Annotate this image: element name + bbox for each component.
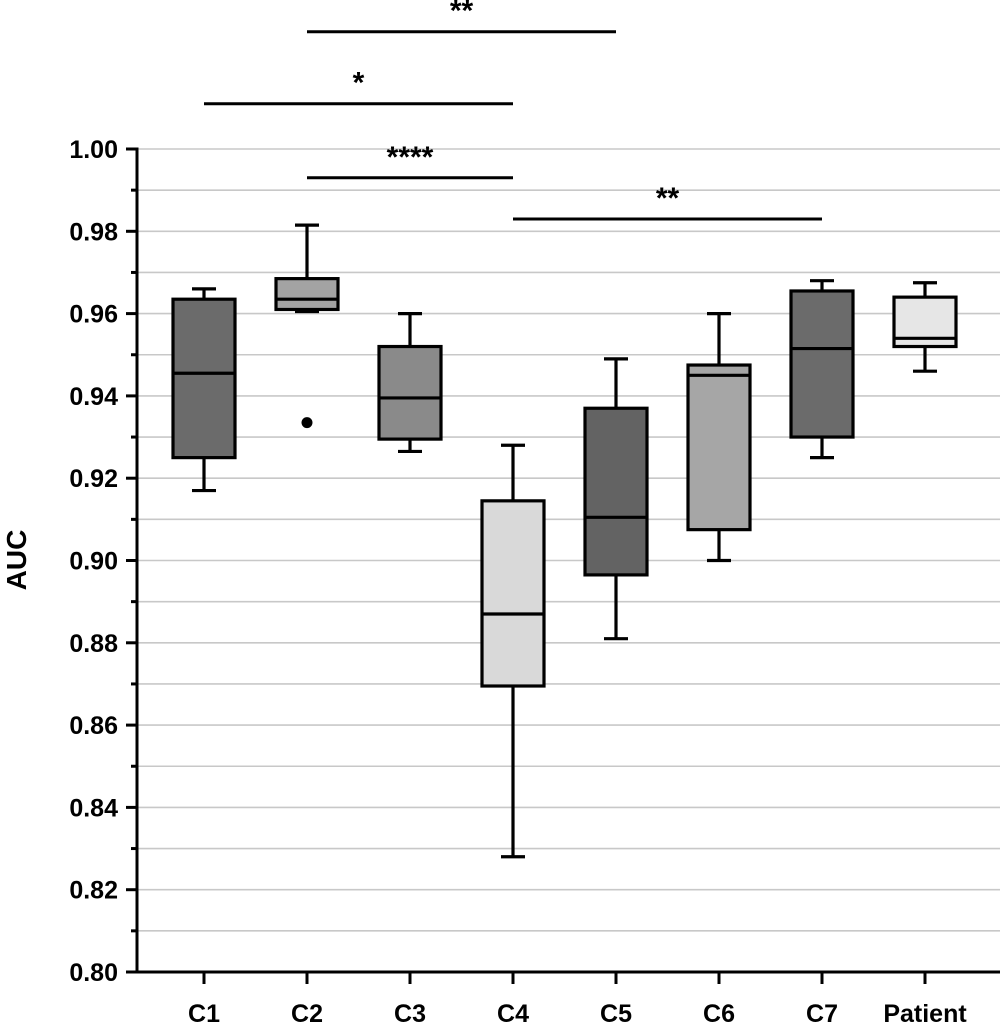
significance-bracket: **** [307,141,513,180]
significance-bracket: ** [513,182,822,221]
iqr-box [480,499,546,688]
x-tick-label: C1 [188,1000,220,1028]
x-axis-ticks: C1 C2 C3 C4 C5 C6 C7 Patient [188,972,967,1028]
y-tick-label: 0.82 [69,877,118,905]
y-tick-label: 1.00 [69,136,118,164]
y-axis-ticks: 0.80 0.82 0.84 0.86 0.88 0.90 0.92 0.94 0.96 0.98… [69,136,137,987]
box-c3 [377,312,443,454]
y-axis-label: AUC [1,530,32,591]
significance-label: ** [656,182,680,215]
iqr-box [686,363,752,532]
x-tick-label: C2 [291,1000,323,1028]
x-tick-label: C6 [703,1000,735,1028]
significance-label: ** [450,0,474,28]
box-c2 [274,223,340,429]
iqr-box [789,289,855,439]
significance-label: * [353,67,365,100]
significance-bracket: * [204,67,513,106]
x-tick-label: C4 [497,1000,529,1028]
gridlines [137,148,1000,932]
outlier-point [301,417,313,429]
box-patient [892,281,958,373]
x-tick-label: C7 [806,1000,838,1028]
significance-label: **** [387,141,434,174]
y-tick-label: 0.84 [69,794,118,822]
y-tick-label: 0.86 [69,712,118,740]
y-tick-label: 0.96 [69,301,118,329]
significance-annotations: ********* [204,0,822,221]
iqr-box [583,406,649,577]
box-c1 [171,287,237,493]
y-tick-label: 0.92 [69,465,118,493]
y-tick-label: 0.88 [69,630,118,658]
y-tick-label: 0.90 [69,548,118,576]
boxes [171,223,958,859]
iqr-box [171,297,237,460]
y-tick-label: 0.98 [69,218,118,246]
y-tick-label: 0.80 [69,959,118,987]
box-c5 [583,357,649,641]
box-c6 [686,312,752,563]
iqr-box [377,344,443,441]
iqr-box [274,277,340,312]
y-tick-label: 0.94 [69,383,118,411]
box-c4 [480,443,546,859]
box-c7 [789,279,855,460]
x-tick-label: C5 [600,1000,632,1028]
significance-bracket: ** [307,0,616,34]
x-tick-label: C3 [394,1000,426,1028]
x-tick-label: Patient [883,1000,967,1028]
